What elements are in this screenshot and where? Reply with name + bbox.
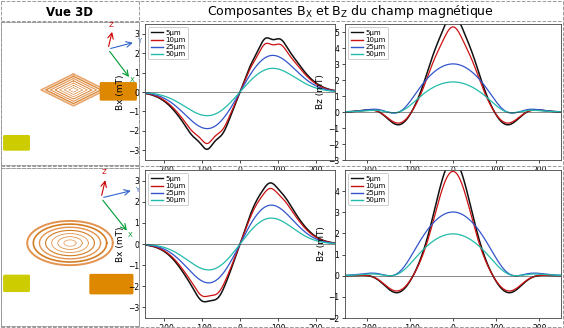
Text: Vue 3D: Vue 3D (46, 6, 94, 18)
Legend: 5µm, 10µm, 25µm, 50µm: 5µm, 10µm, 25µm, 50µm (148, 174, 188, 205)
Legend: 5µm, 10µm, 25µm, 50µm: 5µm, 10µm, 25µm, 50µm (349, 28, 388, 59)
FancyBboxPatch shape (3, 135, 30, 151)
Text: Z: Z (102, 169, 107, 175)
Text: X: X (127, 232, 133, 238)
Text: X: X (130, 77, 134, 83)
FancyBboxPatch shape (89, 274, 134, 295)
FancyBboxPatch shape (100, 82, 137, 101)
Text: Composantes B$_\mathregular{X}$ et B$_\mathregular{Z}$ du champ magnétique: Composantes B$_\mathregular{X}$ et B$_\m… (208, 4, 495, 20)
Y-axis label: Bz (mT): Bz (mT) (316, 74, 325, 110)
Y-axis label: Bx (mT): Bx (mT) (116, 226, 125, 262)
Text: Y: Y (137, 38, 141, 45)
X-axis label: X (µm): X (µm) (438, 176, 468, 185)
Text: Z: Z (109, 22, 114, 28)
X-axis label: X (µm): X (µm) (224, 176, 255, 185)
Y-axis label: Bx (mT): Bx (mT) (116, 74, 125, 110)
Legend: 5µm, 10µm, 25µm, 50µm: 5µm, 10µm, 25µm, 50µm (148, 28, 188, 59)
Text: Y: Y (135, 187, 140, 193)
Legend: 5µm, 10µm, 25µm, 50µm: 5µm, 10µm, 25µm, 50µm (349, 174, 388, 205)
FancyBboxPatch shape (3, 275, 30, 292)
Y-axis label: Bz (mT): Bz (mT) (316, 227, 325, 261)
